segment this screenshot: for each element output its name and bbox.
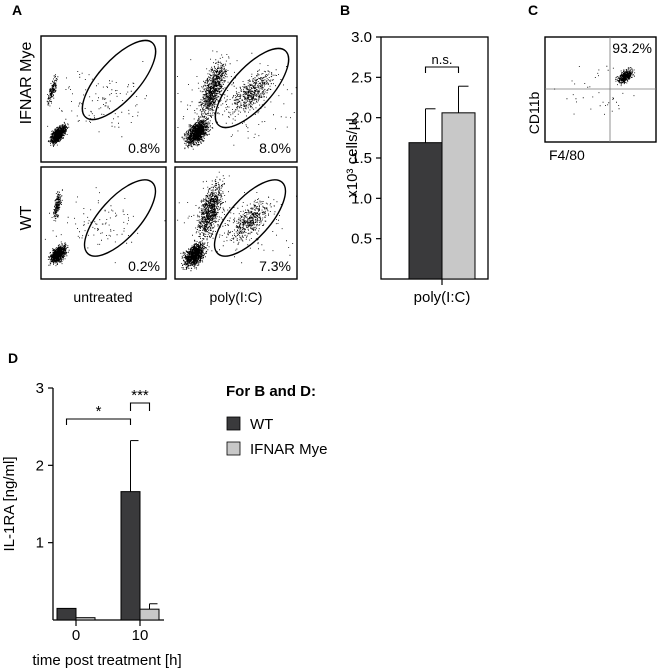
flow-plot-ifnar-untreated: 0.8% xyxy=(40,35,167,163)
chart-d: 1 2 3 0 10 IL-1RA [ng/ml] time post treatment … xyxy=(1,380,182,669)
y-tick-label: 1.0 xyxy=(351,190,372,207)
x-tick-label: poly(I:C) xyxy=(414,289,471,306)
y-tick-label: 0.5 xyxy=(351,231,372,248)
legend-swatch-ifnar xyxy=(226,441,241,456)
c-ylabel: CD11b xyxy=(526,92,542,135)
y-axis-label: x10³ cells/µl xyxy=(344,118,361,198)
y-tick-label: 3 xyxy=(36,380,44,397)
legend-title: For B and D: xyxy=(226,383,316,400)
chart-b: 0.5 1.0 1.5 2.0 2.5 3.0 poly(I:C) x10³ cells/µl… xyxy=(344,29,489,306)
gate-percentage: 0.2% xyxy=(128,258,160,274)
row-label-ifnar: IFNAR Mye xyxy=(18,42,35,125)
x-tick-label: 0 xyxy=(72,627,80,644)
legend: For B and D: WT IFNAR Mye xyxy=(226,383,328,458)
bar xyxy=(408,142,443,280)
significance-label: n.s. xyxy=(432,52,453,67)
c-xlabel: F4/80 xyxy=(549,147,585,163)
bar xyxy=(120,491,141,621)
x-tick-label: 10 xyxy=(132,627,149,644)
flow-plot-wt-polyic: 7.3% xyxy=(174,166,298,280)
gate-ellipse xyxy=(83,179,157,257)
significance-label: *** xyxy=(131,387,149,404)
gate-ellipse xyxy=(214,47,290,129)
y-tick-label: 1.5 xyxy=(351,150,372,167)
bar xyxy=(75,617,96,621)
flow-plot-wt-untreated: 0.2% xyxy=(40,166,167,280)
significance-bracket xyxy=(65,418,132,425)
bar xyxy=(139,608,160,621)
gate-percentage: 7.3% xyxy=(259,258,291,274)
scatter-dots xyxy=(44,187,166,267)
x-axis-label: time post treatment [h] xyxy=(32,652,181,669)
legend-label-ifnar: IFNAR Mye xyxy=(250,441,328,458)
gate-ellipse xyxy=(213,179,287,257)
legend-swatch-wt xyxy=(226,416,241,431)
significance-bracket xyxy=(129,402,151,411)
col-label-polyic: poly(I:C) xyxy=(210,289,263,305)
gate-percentage: 0.8% xyxy=(128,140,160,156)
bar xyxy=(56,607,77,621)
panel-b-letter: B xyxy=(340,2,350,18)
scatter-dots xyxy=(177,50,297,150)
y-tick-label: 2 xyxy=(36,457,44,474)
quadrant-percentage: 93.2% xyxy=(612,40,652,56)
y-axis-label: IL-1RA [ng/ml] xyxy=(1,456,18,551)
gate-ellipse xyxy=(81,39,157,121)
row-label-wt: WT xyxy=(18,205,35,230)
significance-bracket xyxy=(424,66,460,73)
flow-plot-cd11b-f480: 93.2% xyxy=(544,36,657,143)
bar xyxy=(441,112,476,280)
panel-a-letter: A xyxy=(12,2,22,18)
y-tick-label: 2.0 xyxy=(351,110,372,127)
flow-plot-ifnar-polyic: 8.0% xyxy=(174,35,298,163)
scatter-dots xyxy=(46,61,147,147)
gate-percentage: 8.0% xyxy=(259,140,291,156)
scatter-dots xyxy=(554,65,636,115)
col-label-untreated: untreated xyxy=(73,289,132,305)
y-tick-label: 2.5 xyxy=(351,69,372,86)
y-tick-label: 1 xyxy=(36,535,44,552)
significance-label: * xyxy=(96,403,102,420)
panel-c-letter: C xyxy=(528,2,538,18)
y-tick-label: 3.0 xyxy=(351,29,372,46)
scatter-dots xyxy=(177,171,297,272)
panel-d-letter: D xyxy=(8,350,18,366)
legend-label-wt: WT xyxy=(250,416,273,433)
